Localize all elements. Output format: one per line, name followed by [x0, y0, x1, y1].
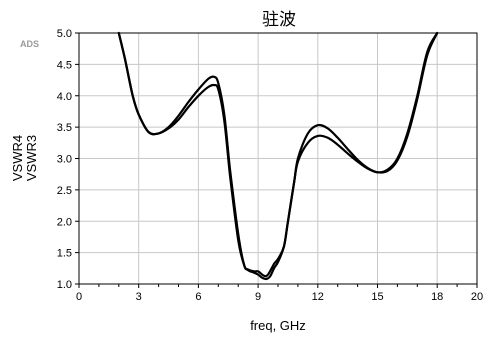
- x-tick-label: 18: [431, 291, 443, 303]
- y-tick-label: 4.0: [57, 91, 72, 103]
- x-axis-label: freq, GHz: [250, 318, 306, 333]
- chart-title: 驻波: [262, 10, 296, 30]
- y-tick-label: 1.5: [57, 248, 72, 260]
- x-tick-label: 12: [312, 291, 324, 303]
- y-axis-label-vswr3: VSWR3: [24, 135, 39, 181]
- series-line-vswr4: [117, 31, 439, 278]
- tick-labels: 0 3 6 9 12 15 18 20 1.0 1.5 2.0 2.5 3.0 3.5 4.0 4.5 5.0: [57, 28, 483, 303]
- x-tick-label: 3: [136, 291, 142, 303]
- x-tick-label: 9: [255, 291, 261, 303]
- y-tick-label: 2.5: [57, 185, 72, 197]
- series-layer: [117, 31, 439, 281]
- y-axis-label-vswr4: VSWR4: [10, 135, 25, 181]
- y-tick-label: 3.0: [57, 154, 72, 166]
- y-tick-label: 2.0: [57, 216, 72, 228]
- x-tick-label: 6: [195, 291, 201, 303]
- x-tick-label: 0: [76, 291, 82, 303]
- ads-watermark: ADS: [20, 39, 39, 49]
- x-tick-label: 15: [371, 291, 383, 303]
- y-tick-label: 5.0: [57, 28, 72, 40]
- y-tick-label: 3.5: [57, 122, 72, 134]
- series-line-vswr3: [117, 31, 439, 281]
- x-tick-label: 20: [471, 291, 483, 303]
- grid-lines: [79, 33, 477, 284]
- y-tick-label: 1.0: [57, 279, 72, 291]
- y-tick-label: 4.5: [57, 59, 72, 71]
